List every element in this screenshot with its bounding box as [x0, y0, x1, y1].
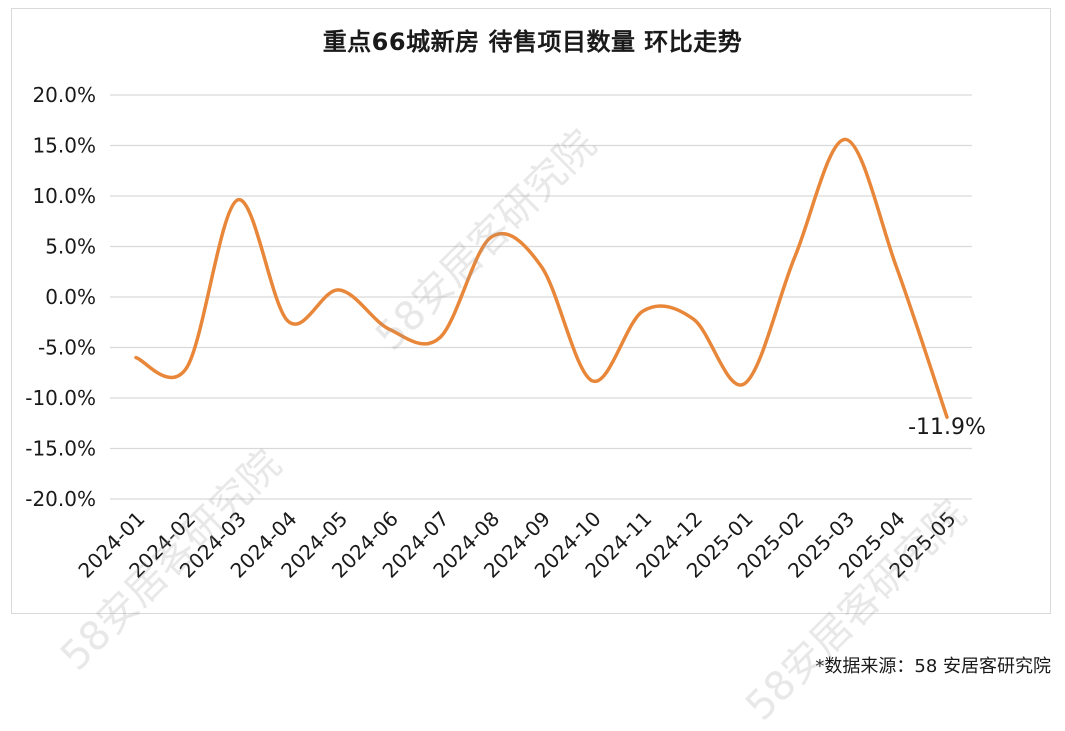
y-tick-label: 10.0% — [32, 184, 96, 208]
y-tick-label: -15.0% — [25, 437, 96, 461]
data-label: -11.9% — [908, 415, 986, 440]
x-axis-tick-labels: 2024-012024-022024-032024-042024-052024-… — [73, 507, 960, 583]
y-axis-tick-labels: 20.0% 15.0% 10.0% 5.0% 0.0% -5.0% -10.0% -15.0%… — [25, 83, 96, 511]
grid-lines — [110, 94, 972, 500]
series-line — [134, 137, 949, 419]
y-tick-label: 0.0% — [45, 285, 96, 309]
chart-title: 重点66城新房 待售项目数量 环比走势 — [322, 28, 743, 56]
y-tick-label: -20.0% — [25, 487, 96, 511]
data-points — [134, 137, 949, 419]
line-chart: 20.0% 15.0% 10.0% 5.0% 0.0% -5.0% -10.0% -15.0%… — [25, 83, 986, 583]
y-tick-label: 15.0% — [32, 134, 96, 158]
y-tick-label: -5.0% — [38, 336, 96, 360]
source-note: *数据来源：58 安居客研究院 — [815, 656, 1051, 677]
y-tick-label: 20.0% — [32, 83, 96, 107]
y-tick-label: 5.0% — [45, 235, 96, 259]
chart-frame — [11, 8, 1051, 614]
y-tick-label: -10.0% — [25, 386, 96, 410]
